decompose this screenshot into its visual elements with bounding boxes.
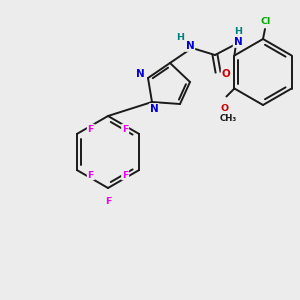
Text: H: H: [234, 26, 242, 35]
Text: F: F: [122, 170, 128, 179]
Text: H: H: [176, 34, 184, 43]
Text: F: F: [122, 124, 128, 134]
Text: N: N: [186, 41, 194, 51]
Text: F: F: [88, 124, 94, 134]
Text: N: N: [234, 37, 242, 47]
Text: O: O: [222, 69, 230, 79]
Text: N: N: [136, 69, 144, 79]
Text: N: N: [150, 104, 158, 114]
Text: CH₃: CH₃: [220, 114, 237, 123]
Text: F: F: [88, 170, 94, 179]
Text: O: O: [220, 104, 229, 113]
Text: F: F: [105, 197, 111, 206]
Text: Cl: Cl: [261, 16, 271, 26]
